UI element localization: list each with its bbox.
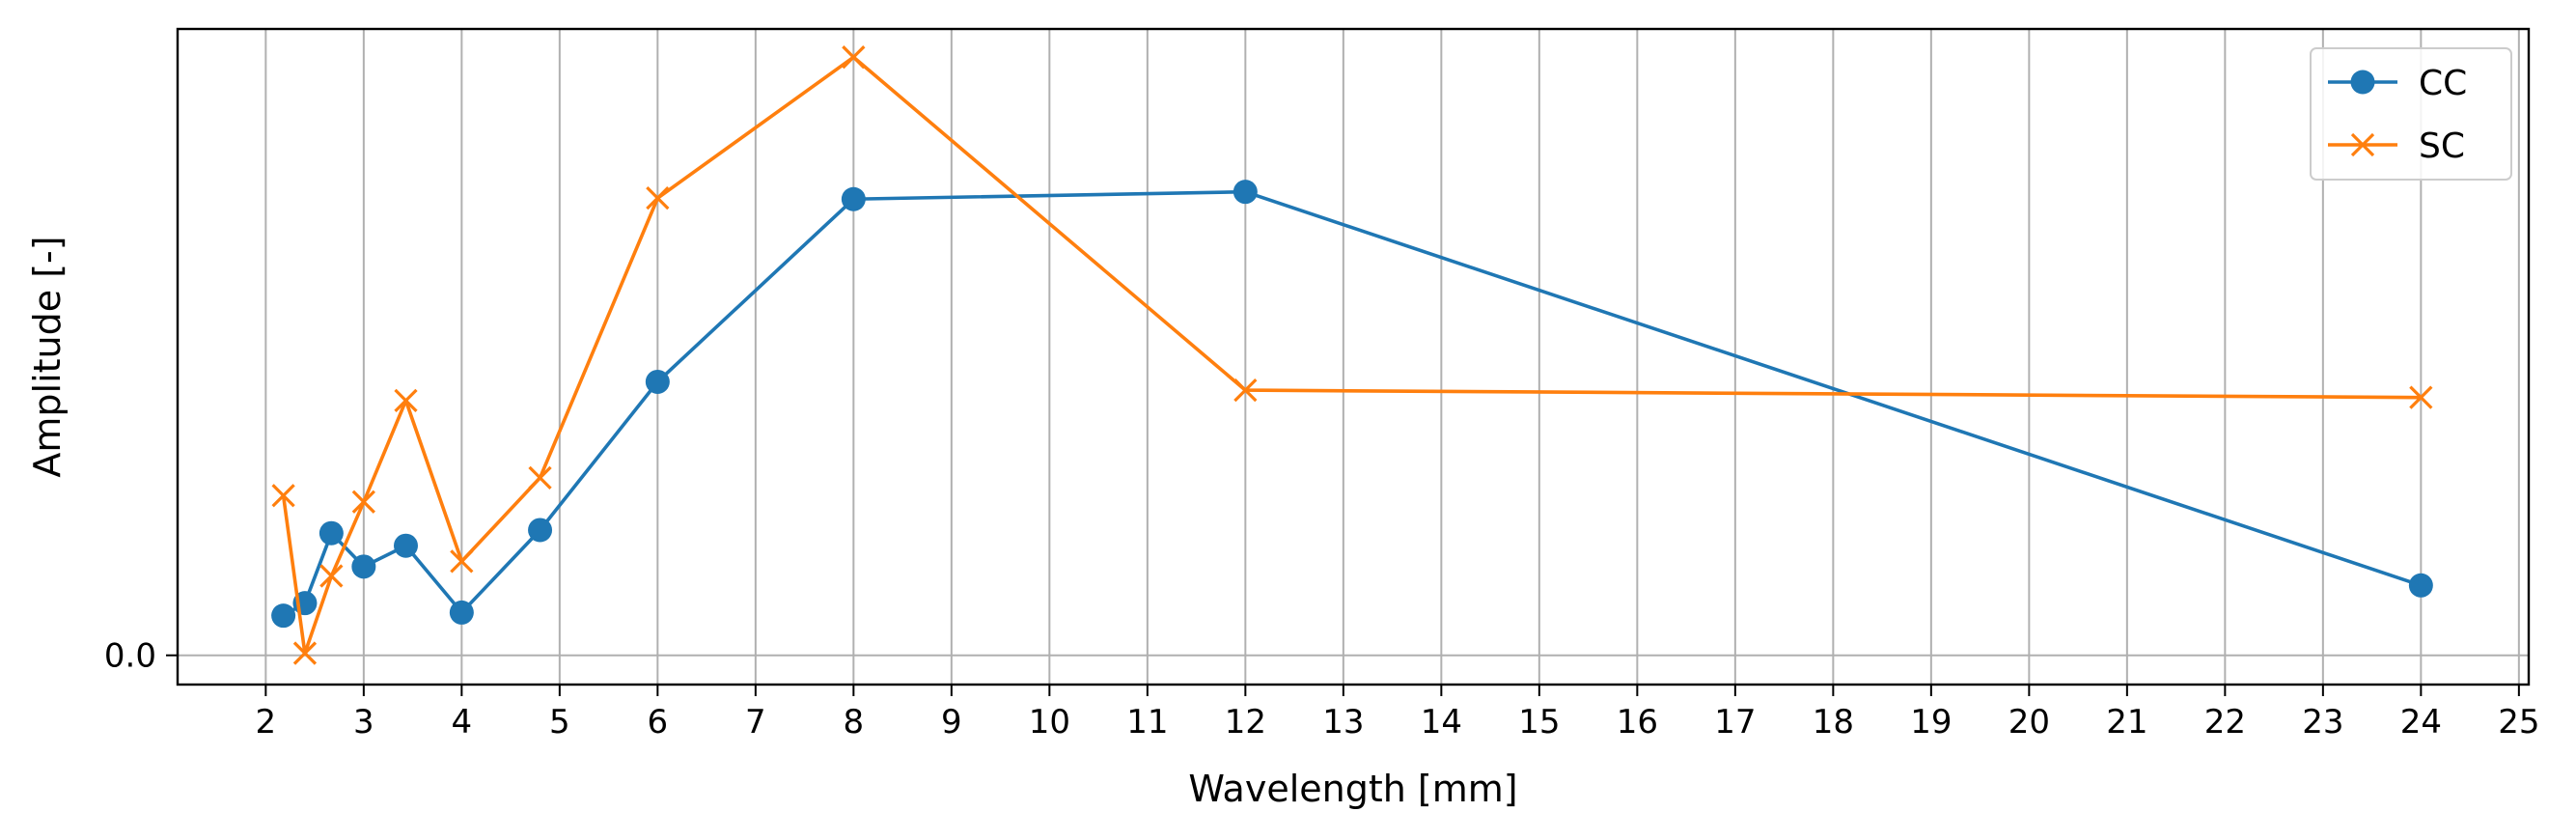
series-cc — [271, 180, 2433, 629]
x-tick-label: 14 — [1421, 703, 1462, 742]
x-tick-label: 7 — [745, 703, 766, 742]
x-marker-stroke — [2350, 132, 2375, 157]
x-tick-label: 18 — [1813, 703, 1854, 742]
x-marker-stroke — [842, 45, 866, 70]
x-marker-stroke — [319, 564, 344, 588]
legend-box — [2310, 47, 2512, 181]
data-point — [528, 518, 553, 543]
data-point — [2408, 573, 2433, 598]
data-point — [645, 369, 670, 394]
x-tick-label: 21 — [2106, 703, 2147, 742]
x-tick-label: 2 — [256, 703, 277, 742]
x-marker-stroke — [271, 484, 295, 508]
data-point — [394, 388, 418, 413]
x-tick-label: 22 — [2204, 703, 2246, 742]
x-tick-label: 12 — [1225, 703, 1266, 742]
y-axis-label: Amplitude [-] — [26, 236, 69, 477]
x-tick-label: 11 — [1126, 703, 1168, 742]
y-tick-label: 0.0 — [104, 637, 156, 676]
x-tick-label: 5 — [549, 703, 570, 742]
x-tick-label: 16 — [1617, 703, 1658, 742]
legend-label: SC — [2419, 126, 2465, 166]
data-point — [271, 484, 295, 508]
data-point — [351, 554, 376, 579]
x-marker-stroke — [646, 186, 670, 210]
x-tick-label: 3 — [353, 703, 374, 742]
x-tick-label: 10 — [1029, 703, 1070, 742]
data-point — [271, 603, 296, 629]
tick-labels: 2 3 4 5 6 7 8 9 10 11 12 13 14 15 16 17 18 19 20 21 22 23 24 25… — [104, 637, 2540, 742]
tick-marks — [166, 654, 2520, 696]
plot-frame — [176, 27, 2531, 686]
x-marker-stroke — [450, 549, 474, 574]
legend-item-cc: CC — [2328, 64, 2467, 103]
legend-item-sc: SC — [2328, 126, 2465, 166]
x-tick-label: 23 — [2302, 703, 2343, 742]
data-point — [292, 641, 318, 665]
x-axis-label: Wavelength [mm] — [1188, 768, 1517, 810]
legend-label: CC — [2419, 64, 2467, 103]
data-point — [841, 186, 866, 211]
data-point — [449, 600, 474, 625]
x-tick-label: 6 — [648, 703, 669, 742]
x-marker-stroke — [292, 641, 318, 665]
grid-lines — [178, 29, 2529, 685]
data-point — [351, 490, 375, 514]
data-point — [1233, 180, 1258, 205]
data-point — [2409, 385, 2433, 409]
x-tick-label: 24 — [2400, 703, 2442, 742]
data-point — [319, 564, 344, 588]
series-layer — [271, 45, 2433, 665]
data-point — [2350, 132, 2375, 157]
data-point — [528, 465, 552, 490]
x-tick-label: 20 — [2008, 703, 2050, 742]
x-marker-stroke — [1233, 378, 1258, 403]
series-sc — [271, 45, 2433, 665]
x-tick-label: 15 — [1518, 703, 1560, 742]
x-marker-stroke — [351, 490, 375, 514]
data-point — [450, 549, 474, 574]
data-point — [2350, 70, 2375, 95]
series-line — [281, 55, 2422, 656]
data-point — [842, 45, 866, 70]
x-marker-stroke — [528, 465, 552, 490]
x-tick-label: 17 — [1714, 703, 1756, 742]
x-tick-label: 25 — [2498, 703, 2539, 742]
x-marker-stroke — [2409, 385, 2433, 409]
data-point — [1233, 378, 1258, 403]
x-marker-stroke — [394, 388, 418, 413]
data-point — [393, 533, 418, 558]
data-point — [319, 520, 344, 546]
x-tick-label: 19 — [1910, 703, 1952, 742]
series-line — [282, 189, 2422, 618]
data-point — [646, 186, 670, 210]
x-tick-label: 8 — [844, 703, 865, 742]
x-tick-label: 9 — [941, 703, 962, 742]
x-tick-label: 13 — [1322, 703, 1364, 742]
legend: CC SC — [2310, 47, 2512, 181]
x-tick-label: 4 — [452, 703, 473, 742]
